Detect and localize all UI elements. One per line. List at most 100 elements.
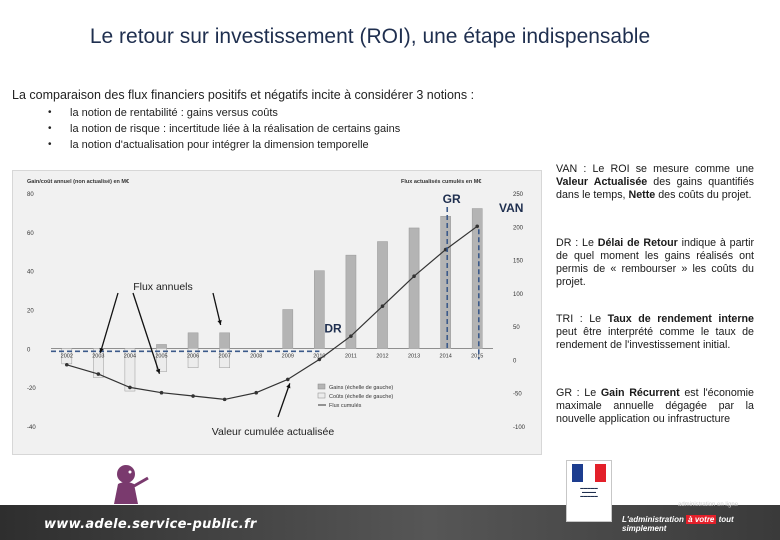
x-tick-label: 2011 bbox=[345, 353, 357, 359]
gain-bar bbox=[282, 309, 294, 349]
gain-bar bbox=[219, 332, 230, 349]
y-right-tick-label: 100 bbox=[513, 292, 524, 298]
flux-point bbox=[317, 357, 322, 362]
annotation-arrow bbox=[212, 292, 222, 326]
legend-flux-label: Flux cumulés bbox=[329, 403, 362, 409]
flux-point bbox=[128, 385, 132, 390]
plus-icon: + bbox=[622, 475, 637, 502]
note-text: : Le bbox=[571, 237, 598, 249]
footer-tagline: L'administration à votre tout simplement bbox=[622, 515, 780, 533]
bullet-item: la notion de risque : incertitude liée à… bbox=[48, 121, 400, 137]
gain-bar bbox=[187, 332, 199, 349]
x-tick-label: 2003 bbox=[92, 353, 104, 359]
bullet-item: la notion d'actualisation pour intégrer … bbox=[48, 137, 400, 153]
gr-label: GR bbox=[443, 192, 461, 206]
cost-bar bbox=[93, 348, 104, 378]
note-dr: DR : Le Délai de Retour indique à partir… bbox=[556, 237, 754, 289]
x-tick-label: 2012 bbox=[376, 353, 388, 359]
flux-point bbox=[349, 334, 353, 338]
slide-title: Le retour sur investissement (ROI), une … bbox=[89, 25, 651, 48]
cost-bar bbox=[187, 348, 199, 368]
flux-point bbox=[96, 372, 101, 376]
note-tri: TRI : Le Taux de rendement interne peut … bbox=[556, 313, 754, 352]
x-tick-label: 2014 bbox=[440, 353, 452, 359]
legend-gains-label: Gains (échelle de gauche) bbox=[329, 385, 393, 391]
flux-cumules-line bbox=[66, 225, 478, 401]
note-text: est l'économie maximale annuelle dégagée… bbox=[556, 387, 754, 425]
y-right-tick-label: 50 bbox=[513, 325, 520, 331]
valeur-cumulee-label: Valeur cumulée actualisée bbox=[212, 426, 335, 438]
annotation-arrow bbox=[132, 292, 161, 374]
dr-label: DR bbox=[324, 321, 342, 335]
legend-gains-swatch bbox=[317, 383, 326, 390]
y-left-tick-label: -40 bbox=[27, 425, 36, 431]
note-text: des coûts du projet. bbox=[655, 189, 752, 201]
cost-bar bbox=[124, 348, 136, 392]
x-tick-label: 2009 bbox=[282, 353, 294, 359]
y-right-tick-label: 200 bbox=[513, 225, 524, 231]
y-right-tick-label: -100 bbox=[513, 425, 526, 431]
annotation-arrowhead bbox=[217, 320, 222, 325]
van-label: VAN bbox=[499, 201, 523, 215]
cost-bar bbox=[219, 348, 230, 368]
gain-bar bbox=[408, 227, 420, 349]
flux-point bbox=[159, 390, 164, 395]
x-tick-label: 2010 bbox=[313, 353, 325, 359]
x-tick-label: 2002 bbox=[61, 353, 73, 359]
y-left-tick-label: 40 bbox=[27, 270, 34, 276]
footer-url[interactable]: www.adele.service-public.fr bbox=[44, 517, 257, 532]
note-bold: Taux de rendement interne bbox=[607, 313, 754, 325]
flux-point bbox=[380, 304, 385, 308]
gain-bar bbox=[156, 344, 167, 349]
x-tick-label: 2006 bbox=[187, 353, 199, 359]
flux-point bbox=[191, 394, 195, 398]
cost-bar bbox=[156, 348, 167, 372]
flux-point bbox=[475, 224, 480, 229]
note-text: : Le bbox=[573, 313, 608, 325]
note-bold: Nette bbox=[628, 189, 656, 201]
gain-bar bbox=[440, 216, 451, 349]
note-bold: Valeur Actualisée bbox=[556, 176, 648, 188]
y-right-tick-label: 0 bbox=[513, 358, 517, 364]
roi-chart-svg: Gain/coût annuel (non actualisé) en M€ Fl… bbox=[27, 179, 526, 438]
flux-point bbox=[64, 362, 69, 367]
note-text: des gains quantifiés dans le temps, bbox=[556, 176, 754, 201]
adele-logo-sub: administration en ligne bbox=[678, 502, 739, 508]
note-lead: VAN bbox=[556, 163, 578, 175]
legend-costs-label: Coûts (échelle de gauche) bbox=[329, 394, 393, 400]
y-left-tick-label: 0 bbox=[27, 347, 31, 353]
y-right-tick-label: 150 bbox=[513, 259, 524, 265]
x-tick-label: 2015 bbox=[471, 353, 483, 359]
bullet-item: la notion de rentabilité : gains versus … bbox=[48, 105, 400, 121]
note-gr: GR : Le Gain Récurrent est l'économie ma… bbox=[556, 387, 754, 426]
annotation-arrowhead bbox=[286, 383, 291, 389]
y-left-tick-label: 60 bbox=[27, 231, 34, 237]
mascot-icon bbox=[114, 465, 149, 504]
note-text: peut être interprété comme le taux de re… bbox=[556, 326, 754, 351]
note-text: : Le bbox=[572, 387, 601, 399]
x-tick-label: 2008 bbox=[250, 353, 262, 359]
bullet-list: la notion de rentabilité : gains versus … bbox=[48, 105, 400, 153]
note-text: indique à partir de quel moment les gain… bbox=[556, 237, 755, 288]
republique-text-icon: ▬▬▬▬▬ ▬▬▬▬ ▬▬▬▬▬ bbox=[580, 486, 598, 498]
flux-point bbox=[222, 397, 227, 402]
annotation-arrow bbox=[99, 292, 119, 353]
note-bold: Délai de Retour bbox=[597, 237, 678, 249]
note-lead: GR bbox=[556, 387, 573, 399]
flux-point bbox=[254, 390, 259, 395]
y-left-tick-label: 80 bbox=[27, 192, 34, 198]
adele-logo: adèle bbox=[636, 472, 725, 507]
tagline-highlight: à votre bbox=[686, 515, 717, 524]
roi-chart: Gain/coût annuel (non actualisé) en M€ Fl… bbox=[12, 170, 542, 455]
gain-bar bbox=[345, 254, 357, 349]
flux-annuels-label: Flux annuels bbox=[133, 281, 193, 293]
annotation-arrowhead bbox=[99, 347, 104, 353]
annotation-arrowhead bbox=[156, 368, 161, 374]
note-van: VAN : Le ROI se mesure comme une Valeur … bbox=[556, 163, 754, 202]
tagline-text: tout simplement bbox=[622, 515, 734, 533]
x-tick-label: 2004 bbox=[124, 353, 136, 359]
y-right-tick-label: 250 bbox=[513, 192, 524, 198]
y-left-tick-label: 20 bbox=[27, 309, 34, 315]
note-lead: DR bbox=[556, 237, 572, 249]
chart-right-title: Flux actualisés cumulés en M€ bbox=[401, 179, 481, 185]
